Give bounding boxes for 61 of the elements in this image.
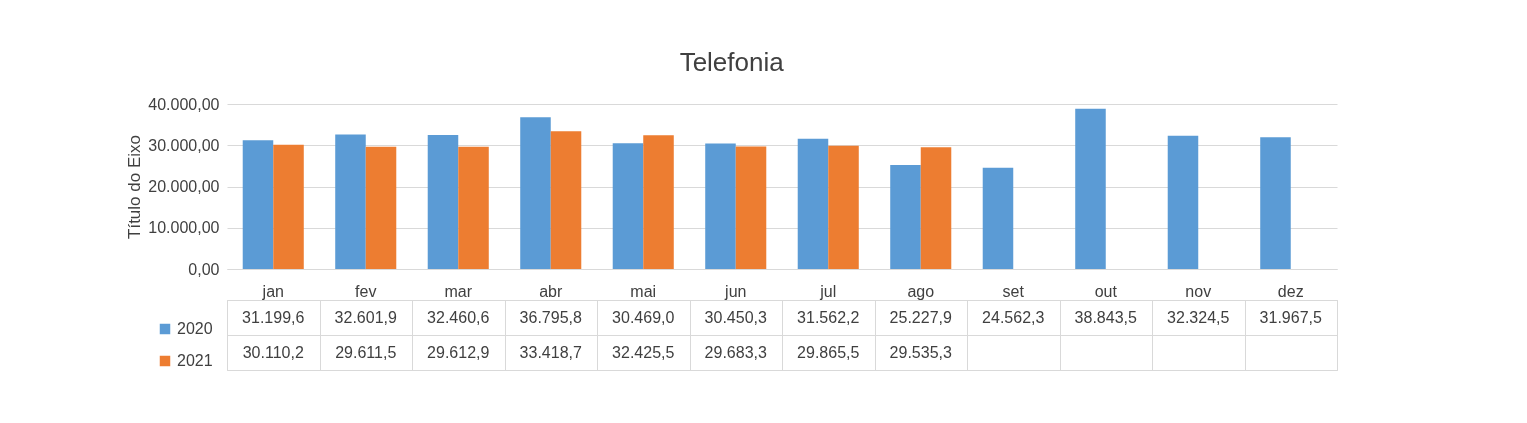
bar [458, 146, 489, 269]
bar [365, 146, 397, 269]
bar [797, 138, 829, 269]
bar [705, 143, 736, 269]
bar [550, 131, 582, 269]
data-label: 30.110,2 [242, 343, 304, 361]
legend-label: 2020 [177, 320, 213, 337]
legend-label: 2021 [177, 352, 213, 369]
x-tick-label: nov [1185, 282, 1212, 300]
bar [982, 167, 1014, 269]
data-label: 38.843,5 [1074, 308, 1137, 326]
data-label: 32.324,5 [1167, 308, 1230, 326]
y-axis-title: Título do Eixo [125, 135, 145, 239]
x-tick-label: mai [630, 282, 657, 300]
y-tick-label: 10.000,00 [148, 219, 220, 237]
bar [1167, 135, 1199, 269]
data-label: 29.535,3 [889, 343, 952, 361]
data-label: 30.469,0 [612, 308, 675, 326]
bar [890, 164, 921, 269]
data-label: 24.562,3 [982, 308, 1045, 326]
x-tick-label: jan [261, 282, 284, 300]
x-tick-label: out [1094, 282, 1118, 300]
bar [612, 143, 644, 269]
bar [643, 135, 674, 269]
x-tick-label: abr [539, 282, 563, 300]
bar [273, 144, 304, 269]
y-tick-label: 20.000,00 [148, 178, 220, 195]
chart-title: Telefonia [679, 47, 785, 77]
x-tick-label: fev [355, 282, 377, 300]
data-label: 33.418,7 [519, 343, 582, 361]
bar [427, 135, 459, 269]
data-label: 29.865,5 [797, 343, 860, 361]
bar [242, 140, 274, 269]
x-tick-label: set [1002, 282, 1025, 300]
data-label: 29.611,5 [335, 343, 397, 361]
y-tick-label: 40.000,00 [148, 95, 220, 113]
y-tick-label: 0,00 [188, 260, 220, 278]
data-label: 30.450,3 [704, 308, 767, 326]
bar [1260, 137, 1291, 269]
data-label: 32.425,5 [612, 343, 675, 361]
x-tick-label: jul [819, 282, 837, 300]
bar [828, 145, 859, 269]
bar [735, 146, 767, 269]
bar [335, 134, 366, 269]
x-tick-label: dez [1277, 282, 1304, 300]
x-tick-label: ago [907, 282, 935, 300]
data-label: 29.612,9 [427, 343, 490, 361]
bar [520, 117, 551, 269]
data-label: 29.683,3 [704, 343, 767, 361]
data-label: 31.562,2 [797, 308, 860, 326]
x-tick-label: jun [724, 282, 747, 300]
data-label: 32.460,6 [427, 308, 490, 326]
data-label: 25.227,9 [889, 308, 952, 326]
data-label: 31.967,5 [1259, 308, 1322, 326]
bar [920, 147, 952, 269]
data-label: 32.601,9 [334, 308, 397, 326]
data-label: 36.795,8 [519, 308, 582, 326]
x-tick-label: mar [444, 282, 473, 300]
y-tick-label: 30.000,00 [148, 136, 220, 154]
data-label: 31.199,6 [242, 308, 305, 326]
bar [1075, 108, 1106, 269]
